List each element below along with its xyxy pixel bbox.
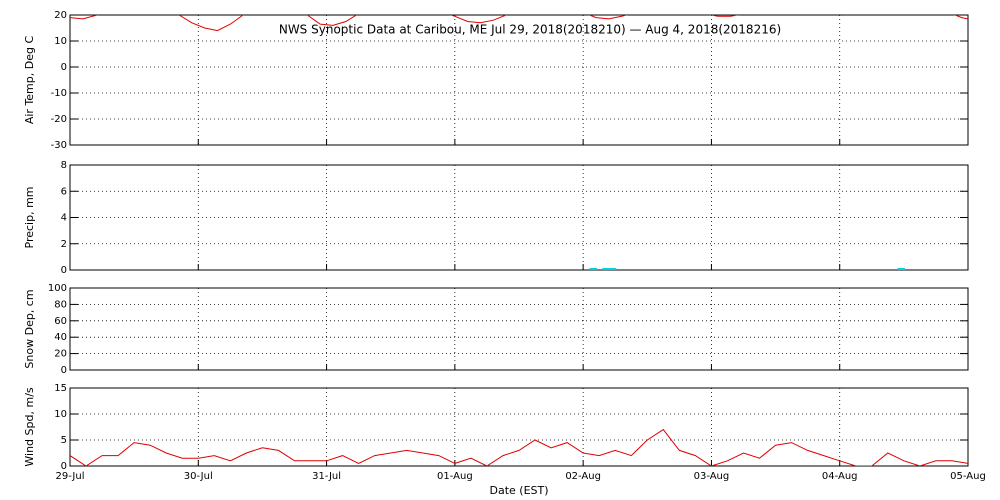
y-tick-label: -10 xyxy=(51,88,67,99)
y-tick-label: 40 xyxy=(54,332,67,343)
y-tick-label: 10 xyxy=(54,409,67,420)
y-tick-label: -30 xyxy=(51,140,67,151)
y-tick-label: 20 xyxy=(54,10,67,21)
y-tick-label: 8 xyxy=(61,160,67,171)
bar xyxy=(589,268,598,270)
y-tick-label: 10 xyxy=(54,36,67,47)
y-tick-label: 15 xyxy=(54,383,67,394)
y-tick-label: 100 xyxy=(48,283,67,294)
y-tick-label: 2 xyxy=(61,239,67,250)
plot-frame xyxy=(69,164,969,271)
y-tick-label: -20 xyxy=(51,114,67,125)
chart-title: NWS Synoptic Data at Caribou, ME Jul 29,… xyxy=(279,23,781,37)
bar xyxy=(602,268,610,270)
x-tick-label: 05-Aug xyxy=(950,471,986,482)
x-tick-label: 30-Jul xyxy=(184,471,213,482)
plot-frame xyxy=(69,287,969,371)
y-axis-label: Precip, mm xyxy=(23,187,36,249)
x-tick-label: 01-Aug xyxy=(437,471,473,482)
x-tick-label: 04-Aug xyxy=(822,471,858,482)
y-axis-label: Snow Dep, cm xyxy=(23,289,36,368)
y-tick-label: 0 xyxy=(61,265,67,276)
bar xyxy=(608,268,617,270)
x-axis-label: Date (EST) xyxy=(489,484,548,497)
y-tick-label: 20 xyxy=(54,349,67,360)
x-tick-label: 29-Jul xyxy=(56,471,85,482)
plot-frame xyxy=(69,387,969,467)
x-tick-label: 03-Aug xyxy=(694,471,730,482)
y-tick-label: 0 xyxy=(61,62,67,73)
bar xyxy=(897,268,905,270)
y-tick-label: 0 xyxy=(61,461,67,472)
x-tick-label: 31-Jul xyxy=(312,471,341,482)
y-axis-label: Wind Spd, m/s xyxy=(23,387,36,467)
y-tick-label: 6 xyxy=(61,186,67,197)
y-tick-label: 5 xyxy=(61,435,67,446)
data-line xyxy=(70,15,968,32)
y-axis-label: Air Temp, Deg C xyxy=(23,36,36,125)
y-tick-label: 4 xyxy=(61,213,67,224)
plot-frame xyxy=(69,14,969,146)
data-line xyxy=(70,428,968,466)
x-tick-label: 02-Aug xyxy=(565,471,601,482)
y-tick-label: 80 xyxy=(54,299,67,310)
y-tick-label: 60 xyxy=(54,316,67,327)
y-tick-label: 0 xyxy=(61,365,67,376)
